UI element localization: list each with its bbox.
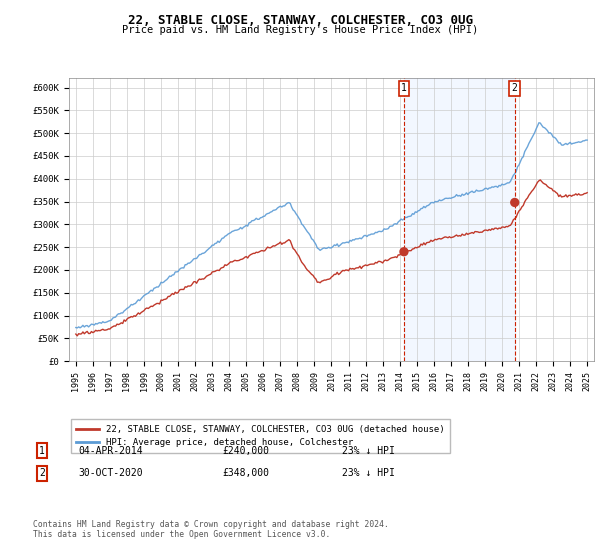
Text: Contains HM Land Registry data © Crown copyright and database right 2024.
This d: Contains HM Land Registry data © Crown c… <box>33 520 389 539</box>
Text: 30-OCT-2020: 30-OCT-2020 <box>78 468 143 478</box>
Text: 23% ↓ HPI: 23% ↓ HPI <box>342 446 395 456</box>
Text: 1: 1 <box>39 446 45 456</box>
Text: Price paid vs. HM Land Registry's House Price Index (HPI): Price paid vs. HM Land Registry's House … <box>122 25 478 35</box>
Text: 22, STABLE CLOSE, STANWAY, COLCHESTER, CO3 0UG: 22, STABLE CLOSE, STANWAY, COLCHESTER, C… <box>128 14 473 27</box>
Text: 2: 2 <box>39 468 45 478</box>
Text: 04-APR-2014: 04-APR-2014 <box>78 446 143 456</box>
Text: £348,000: £348,000 <box>222 468 269 478</box>
Text: 1: 1 <box>401 83 407 94</box>
Bar <box>404 78 515 361</box>
Point <box>399 248 409 256</box>
Text: 23% ↓ HPI: 23% ↓ HPI <box>342 468 395 478</box>
Text: 2: 2 <box>512 83 518 94</box>
Text: £240,000: £240,000 <box>222 446 269 456</box>
Legend: 22, STABLE CLOSE, STANWAY, COLCHESTER, CO3 0UG (detached house), HPI: Average pr: 22, STABLE CLOSE, STANWAY, COLCHESTER, C… <box>71 419 450 453</box>
Point <box>510 198 520 207</box>
